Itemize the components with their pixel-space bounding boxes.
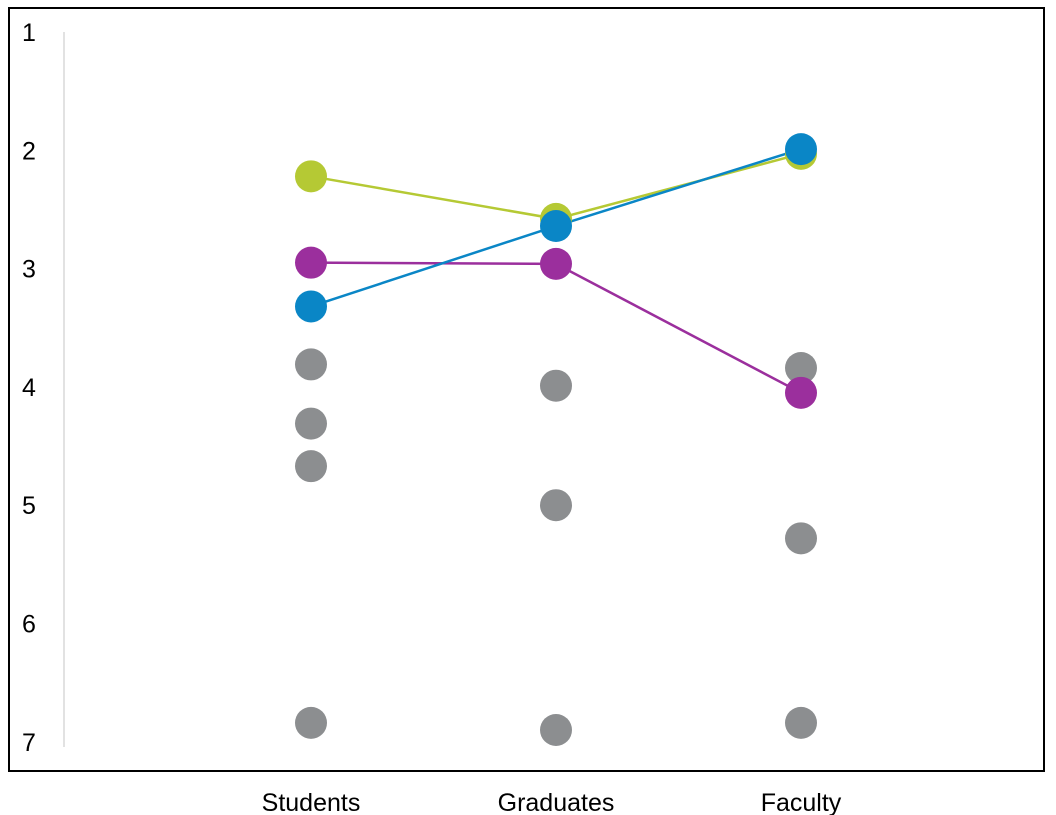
series-point	[295, 247, 327, 279]
series-point	[295, 160, 327, 192]
series-point	[785, 133, 817, 165]
data-point	[540, 370, 572, 402]
y-tick-label: 1	[22, 19, 36, 47]
y-tick-label: 2	[22, 137, 36, 165]
data-point	[295, 408, 327, 440]
data-point	[785, 707, 817, 739]
y-tick-label: 6	[22, 611, 36, 639]
data-point	[295, 707, 327, 739]
data-point	[295, 348, 327, 380]
category-label: Faculty	[761, 789, 842, 815]
y-tick-label: 7	[22, 729, 36, 757]
y-tick-label: 4	[22, 374, 36, 402]
series-point	[295, 290, 327, 322]
y-tick-label: 3	[22, 256, 36, 284]
y-axis-ticks: 1 2 3 4 5 6 7	[22, 19, 36, 757]
series-point	[540, 210, 572, 242]
category-label: Students	[262, 789, 361, 815]
data-point	[540, 489, 572, 521]
data-points	[295, 133, 817, 746]
x-axis-labels: Students Graduates Faculty	[262, 789, 842, 815]
y-tick-label: 5	[22, 492, 36, 520]
series-point	[785, 377, 817, 409]
category-label: Graduates	[498, 789, 615, 815]
data-point	[540, 714, 572, 746]
series-point	[540, 248, 572, 280]
data-point	[785, 522, 817, 554]
data-point	[295, 450, 327, 482]
